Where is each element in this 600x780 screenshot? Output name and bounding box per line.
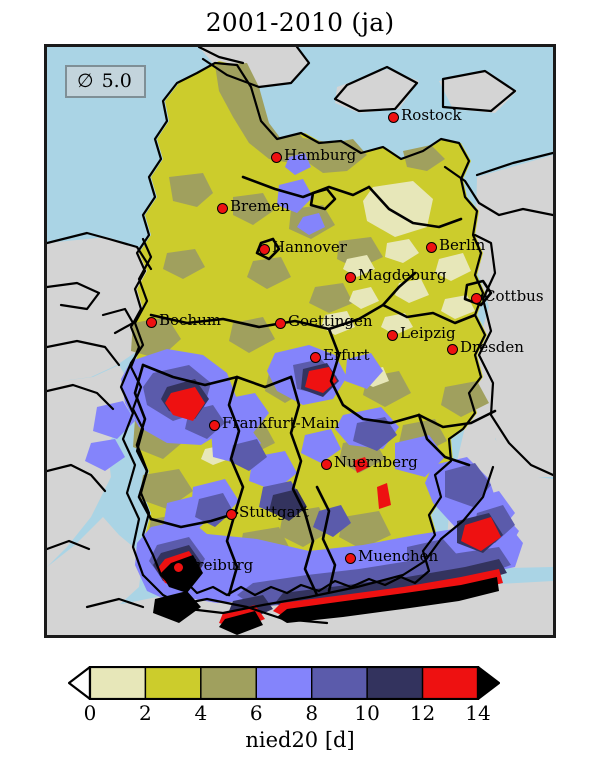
city-dot-icon (226, 509, 237, 520)
city-dot-icon (173, 562, 184, 573)
city-label: Stuttgart (239, 503, 309, 521)
colorbar-tick-6: 6 (249, 701, 263, 725)
city-dot-icon (447, 344, 458, 355)
city-dot-icon (426, 242, 437, 253)
country-borders (47, 47, 553, 625)
colorbar-tick-2: 2 (139, 701, 152, 725)
city-label: Dresden (460, 338, 524, 356)
colorbar-tick-10: 10 (354, 701, 380, 725)
colorbar-band-6-8 (255, 666, 313, 700)
city-label: Hannover (272, 238, 347, 256)
city-dot-icon (271, 152, 282, 163)
colorbar-band-2-4 (144, 666, 202, 700)
city-label: Leipzig (400, 324, 456, 342)
city-dot-icon (387, 330, 398, 341)
colorbar[interactable]: 0 2 4 6 8 10 12 14 (68, 666, 500, 724)
city-dot-icon (217, 203, 228, 214)
city-label: Cottbus (484, 287, 544, 305)
city-label: Frankfurt-Main (222, 414, 340, 432)
city-dot-icon (345, 553, 356, 564)
germany-precipitation-map (47, 47, 553, 635)
colorbar-band-4-6 (200, 666, 257, 700)
city-label: Rostock (401, 106, 462, 124)
city-dot-icon (388, 112, 399, 123)
city-label: Magdeburg (358, 266, 447, 284)
city-dot-icon (310, 352, 321, 363)
colorbar-tick-14: 14 (465, 701, 491, 725)
city-label: Bochum (159, 311, 221, 329)
city-dot-icon (209, 420, 220, 431)
city-label: Bremen (230, 197, 290, 215)
mean-annotation-box: ∅ 5.0 (65, 65, 146, 98)
colorbar-tick-8: 8 (305, 701, 319, 725)
colorbar-band-12-14 (421, 666, 479, 700)
colorbar-band-0-2 (89, 666, 147, 700)
mean-value: 5.0 (101, 70, 132, 92)
colorbar-extend-min (68, 666, 92, 700)
colorbar-band-10-12 (366, 666, 424, 700)
city-label: Goettingen (288, 312, 373, 330)
city-dot-icon (259, 244, 270, 255)
map-axes[interactable]: ∅ 5.0 Rostock Hamburg Bremen Berlin Hannover M… (44, 44, 556, 638)
city-dot-icon (146, 317, 157, 328)
city-label: Berlin (439, 236, 486, 254)
colorbar-tick-0: 0 (83, 701, 97, 725)
colorbar-tick-4: 4 (194, 701, 208, 725)
city-dot-icon (275, 318, 286, 329)
band-above-14 (153, 555, 499, 635)
colorbar-band-8-10 (311, 666, 368, 700)
colorbar-frame (88, 666, 480, 700)
city-dot-icon (321, 459, 332, 470)
city-label: Muenchen (358, 547, 439, 565)
state-borders (133, 175, 497, 597)
colorbar-swatches (68, 666, 500, 700)
page-title: 2001-2010 (ja) (205, 8, 395, 37)
city-label: Erfurt (323, 346, 370, 364)
colorbar-tick-labels: 0 2 4 6 8 10 12 14 (68, 702, 500, 726)
city-dot-icon (471, 293, 482, 304)
colorbar-axis-label: nied20 [d] (245, 728, 355, 752)
city-label: Hamburg (284, 146, 357, 164)
colorbar-tick-12: 12 (409, 701, 436, 725)
diameter-symbol-icon: ∅ (77, 70, 94, 92)
city-label: Freiburg (186, 556, 254, 574)
colorbar-extend-max (476, 666, 500, 700)
city-label: Nuernberg (334, 453, 418, 471)
city-dot-icon (345, 272, 356, 283)
